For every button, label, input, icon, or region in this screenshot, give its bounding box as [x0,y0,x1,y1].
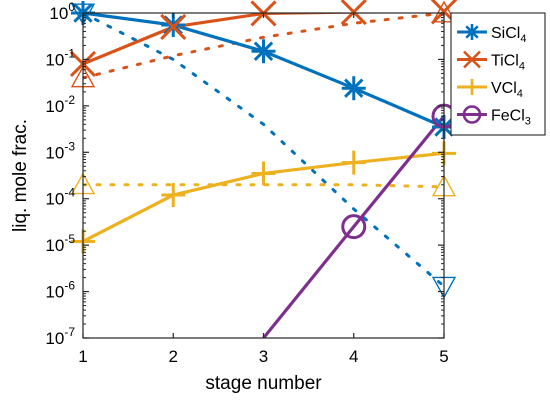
data-point [160,13,187,41]
x-tick-label: 4 [349,347,358,366]
dotted-series-line [83,13,444,80]
legend-label: VCl4 [491,80,523,100]
legend: SiCl4 TiCl4 VCl4 FeCl3 [450,12,546,136]
series-line [262,115,444,338]
data-point [340,0,367,26]
data-point [251,161,276,186]
y-tick-label: 10-3 [45,139,75,162]
y-tick-label: 10-2 [45,93,75,116]
y-tick-label: 10-4 [45,186,75,209]
y-tick-label: 10-5 [45,232,75,255]
data-point [464,79,480,95]
axes: 1 2 3 4 5 100 10-1 10-2 10-3 10-4 10-5 10-6 10-7 [45,0,448,366]
dotted-series-line [83,13,444,288]
data-point [341,150,366,175]
legend-item: VCl4 [457,79,523,100]
y-tick-label: 10-6 [45,279,75,302]
y-tick-label: 10-1 [45,46,75,69]
x-tick-label: 5 [439,347,448,366]
data-point [463,50,481,69]
data-point [251,39,276,64]
data-point [464,24,480,40]
legend-label: FeCl3 [491,108,531,128]
legend-label: TiCl4 [491,53,525,73]
y-axis-label: liq. mole frac. [10,119,31,232]
x-tick-label: 1 [78,347,87,366]
x-axis-label: stage number [205,373,322,394]
y-tick-label: 10-7 [45,325,75,348]
x-tick-label: 2 [169,347,178,366]
y-tick-label: 100 [49,0,75,23]
data-point [341,214,367,240]
legend-label: SiCl4 [491,25,526,45]
legend-item: TiCl4 [457,50,525,73]
data-point [341,76,366,101]
data-point [161,183,186,208]
legend-item: SiCl4 [457,24,526,45]
x-tick-label: 3 [259,347,268,366]
legend-item: FeCl3 [457,105,531,128]
data-point [462,105,482,124]
